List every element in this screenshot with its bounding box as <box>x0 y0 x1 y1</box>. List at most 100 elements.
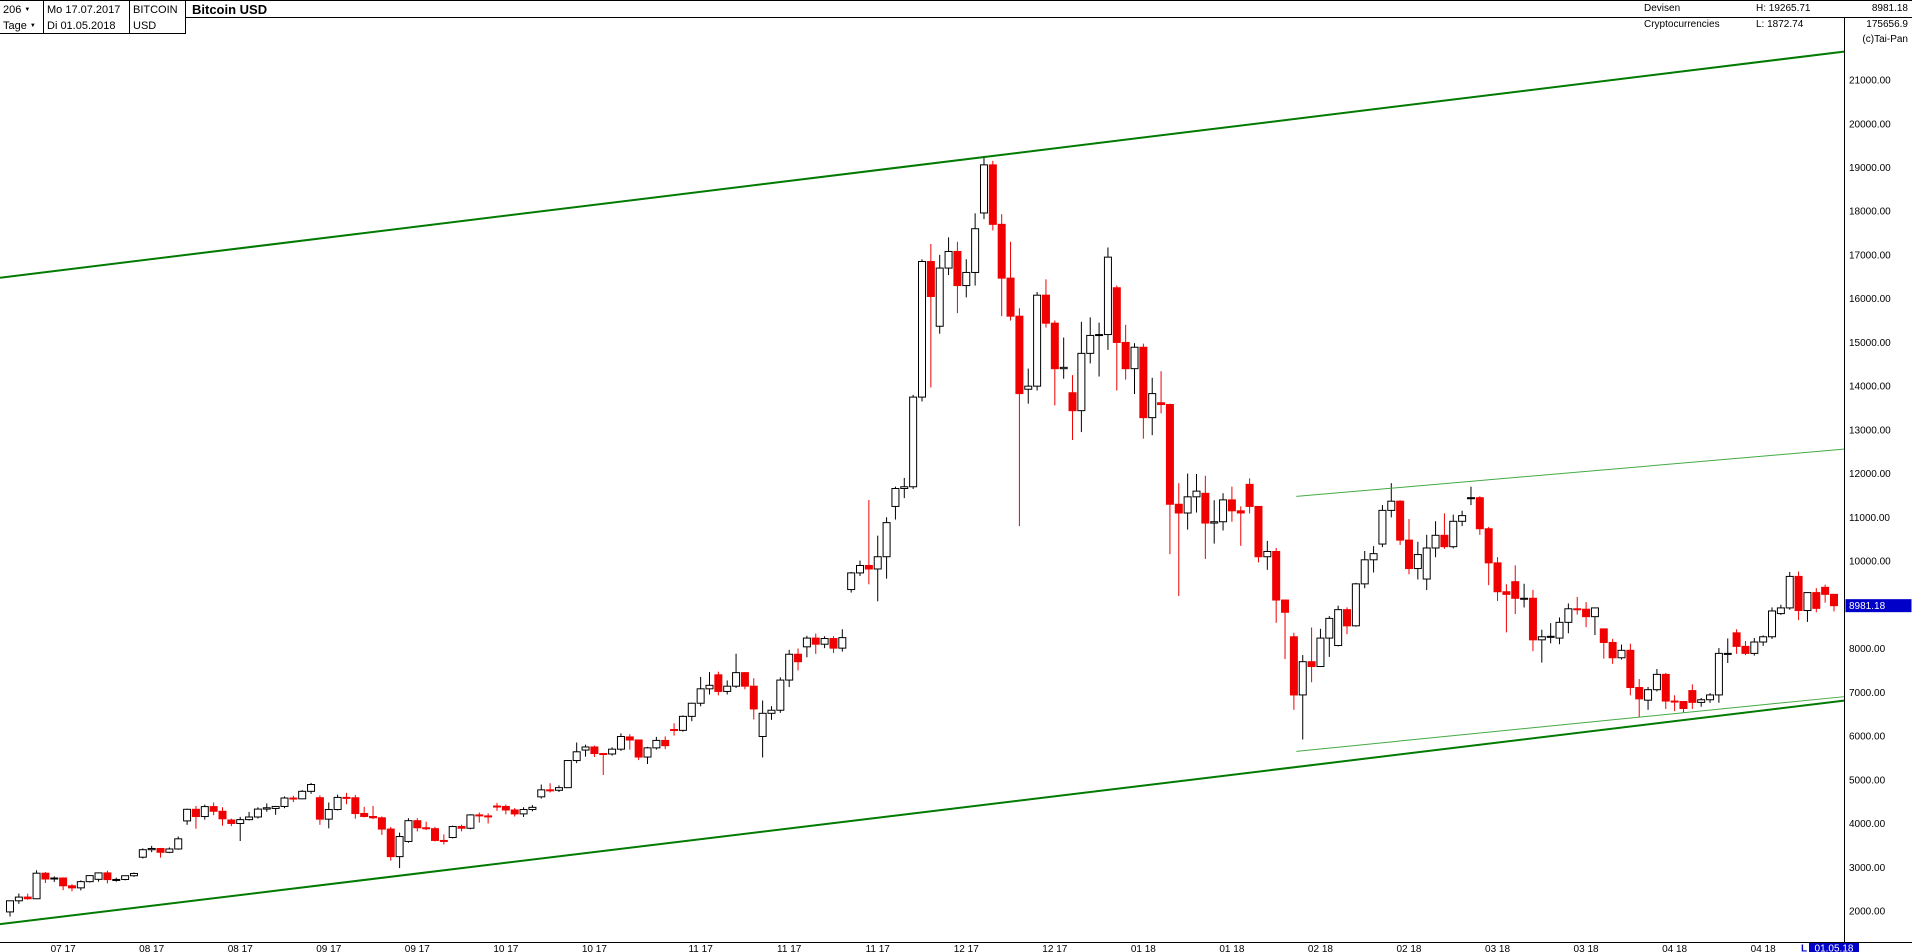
candle <box>1449 520 1458 548</box>
candle <box>342 796 351 799</box>
x-axis-label: 10 17 <box>493 944 518 952</box>
x-axis-label: 09 17 <box>316 944 341 952</box>
candle <box>590 746 599 755</box>
candle <box>652 739 661 749</box>
candle <box>1546 635 1555 638</box>
candle <box>723 685 732 692</box>
candle <box>1103 256 1112 336</box>
candle <box>1617 649 1626 659</box>
trendline-upper-channel <box>0 50 1845 279</box>
candle <box>563 760 572 789</box>
candle <box>1121 341 1130 370</box>
candle <box>1413 554 1422 570</box>
last-price-tag <box>1845 599 1912 613</box>
candle <box>1493 562 1502 593</box>
y-axis-label: 19000.00 <box>1849 163 1891 174</box>
y-axis-label: 21000.00 <box>1849 76 1891 87</box>
candle <box>1484 528 1493 564</box>
candle <box>76 881 85 889</box>
candle <box>448 826 457 839</box>
candle <box>1245 483 1254 507</box>
period-dropdown[interactable]: Tage ▼ <box>0 17 44 33</box>
candle <box>1298 661 1307 696</box>
candle <box>1236 510 1245 514</box>
candle <box>218 810 227 820</box>
candle <box>1590 607 1599 618</box>
candle <box>1192 490 1201 498</box>
candle <box>138 849 147 858</box>
y-axis-label: 11000.00 <box>1849 513 1890 524</box>
candle <box>1396 500 1405 541</box>
candle <box>280 797 289 807</box>
candle <box>1750 641 1759 654</box>
candle <box>147 847 156 851</box>
candle <box>900 486 909 490</box>
candle <box>307 784 316 792</box>
x-axis-label: 11 17 <box>688 944 713 952</box>
candle <box>1661 673 1670 702</box>
subcategory-label: Cryptocurrencies <box>1644 19 1720 30</box>
candle <box>404 820 413 842</box>
y-axis-label: 16000.00 <box>1849 294 1891 305</box>
candle <box>466 814 475 829</box>
candle <box>333 796 342 811</box>
candle <box>50 877 59 880</box>
x-axis-label: 03 18 <box>1574 944 1599 952</box>
candle <box>705 684 714 690</box>
candle <box>41 872 50 880</box>
candle <box>1635 687 1644 700</box>
candle <box>1263 550 1272 558</box>
candle <box>829 638 838 649</box>
candle <box>289 797 298 800</box>
candle <box>1759 636 1768 643</box>
candle <box>1679 700 1688 709</box>
y-axis-label: 17000.00 <box>1849 250 1891 261</box>
candle <box>1095 334 1104 337</box>
candle <box>103 872 112 881</box>
candle <box>953 250 962 287</box>
candle <box>740 672 749 687</box>
candle <box>1626 649 1635 689</box>
candle <box>1289 636 1298 696</box>
candle <box>528 806 537 811</box>
x-axis-label: 12 17 <box>954 944 979 952</box>
candle <box>1440 534 1449 548</box>
candle <box>386 828 395 858</box>
y-axis-label: 14000.00 <box>1849 382 1891 393</box>
candle <box>1741 645 1750 654</box>
y-axis-label: 7000.00 <box>1849 688 1886 699</box>
candle <box>988 164 997 225</box>
header-divider <box>0 17 1912 18</box>
candle <box>643 747 652 758</box>
y-axis-label: 12000.00 <box>1849 469 1891 480</box>
candle <box>1652 673 1661 691</box>
last-date-tag-label: 01.05.18 <box>1815 944 1854 952</box>
x-axis-label: 09 17 <box>405 944 430 952</box>
y-axis-label: 20000.00 <box>1849 119 1891 130</box>
candle <box>1537 636 1546 641</box>
candle <box>1343 609 1352 627</box>
candle <box>85 875 94 883</box>
bars-count-dropdown[interactable]: 206 ▼ <box>0 1 44 17</box>
candle <box>1670 700 1679 703</box>
candle <box>369 815 378 819</box>
candle <box>112 878 121 881</box>
x-axis-label: 03 18 <box>1485 944 1510 952</box>
candle <box>1360 559 1369 585</box>
candle <box>121 875 130 880</box>
candle <box>608 748 617 755</box>
chart-settings-panel: 206 ▼ Mo 17.07.2017 BITCOIN Tage ▼ Di 01… <box>0 1 186 34</box>
candle <box>271 805 280 809</box>
candle <box>431 828 440 841</box>
candle <box>909 396 918 488</box>
x-axis-label: 01 18 <box>1131 944 1156 952</box>
y-axis-label: 5000.00 <box>1849 775 1886 786</box>
candle <box>838 637 847 649</box>
period-high-label: H: 19265.71 <box>1756 3 1811 14</box>
candle <box>1582 608 1591 618</box>
candle <box>191 808 200 818</box>
candle <box>1458 515 1467 522</box>
candle <box>678 715 687 731</box>
candle <box>811 637 820 645</box>
